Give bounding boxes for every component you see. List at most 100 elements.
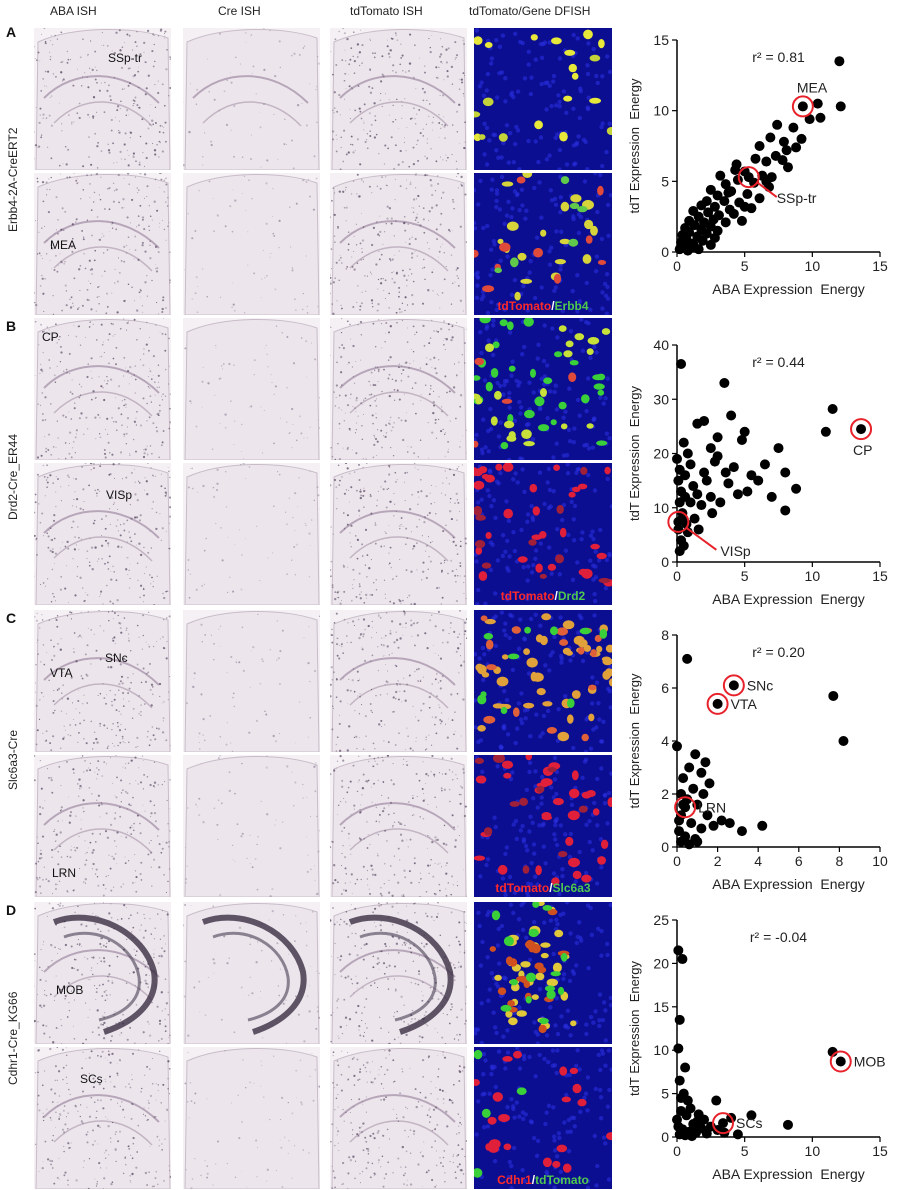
ish-image-c-tdt-bottom xyxy=(330,755,467,897)
highlight-ring xyxy=(667,510,690,533)
scatter-plot-d: 0 5 10 15 0 5 10 15 20 25 ABA Expression Energy tdT… xyxy=(625,910,900,1185)
data-point xyxy=(674,244,685,255)
x-axis-label: ABA Expression Energy xyxy=(712,281,865,297)
data-point xyxy=(707,508,718,519)
highlight-ring xyxy=(737,166,760,189)
ish-image-a-tdt-bottom xyxy=(330,173,467,315)
data-point xyxy=(676,836,687,847)
ish-image-d-tdt-bottom xyxy=(330,1047,467,1189)
data-point xyxy=(686,1131,697,1142)
data-point xyxy=(780,505,791,516)
data-point xyxy=(746,470,757,481)
ish-image-b-cre-bottom xyxy=(183,463,320,605)
ish-image-d-cre-bottom xyxy=(183,1047,320,1189)
data-point xyxy=(712,432,723,443)
data-point xyxy=(673,1043,684,1054)
data-point xyxy=(780,467,791,478)
y-tick-label: 30 xyxy=(653,391,669,407)
data-point xyxy=(684,839,695,850)
y-tick-label: 0 xyxy=(661,244,669,260)
x-axis-label: ABA Expression Energy xyxy=(712,1166,865,1182)
data-point xyxy=(674,815,685,826)
data-point xyxy=(835,101,846,112)
data-point xyxy=(672,741,682,752)
data-point xyxy=(674,1014,685,1025)
ish-image-d-aba-top xyxy=(34,902,171,1044)
x-axis-label: ABA Expression Energy xyxy=(712,876,865,892)
data-point xyxy=(796,133,807,144)
row-label-c: Slc6a3-Cre xyxy=(6,729,20,790)
data-point xyxy=(716,815,727,826)
y-tick-label: 10 xyxy=(653,103,669,119)
data-point xyxy=(838,736,849,746)
data-point xyxy=(690,749,701,760)
data-point xyxy=(761,156,772,167)
highlight-label: MEA xyxy=(797,79,828,95)
data-point xyxy=(693,244,704,255)
data-point xyxy=(742,486,753,497)
r-squared-annotation: r² = 0.20 xyxy=(752,644,805,660)
region-label-b-top: CP xyxy=(42,330,59,344)
highlight-label: MOB xyxy=(854,1053,886,1069)
column-header-cre-ish: Cre ISH xyxy=(218,4,261,18)
ish-image-a-aba-bottom xyxy=(34,173,171,315)
region-label-d-bottom: SCs xyxy=(80,1072,103,1086)
data-point xyxy=(820,426,831,437)
data-point xyxy=(754,141,765,151)
y-axis-label: tdT Expression Energy xyxy=(627,673,642,808)
ish-image-b-tdt-bottom xyxy=(330,463,467,605)
data-point xyxy=(766,491,777,502)
data-point xyxy=(778,136,789,147)
data-point xyxy=(732,1129,743,1140)
fish-caption-second: Drd2 xyxy=(557,589,586,603)
data-point xyxy=(689,513,700,524)
y-tick-label: 20 xyxy=(653,446,669,462)
y-tick-label: 15 xyxy=(653,32,669,48)
data-point xyxy=(711,1095,722,1106)
fish-caption-first: Cdhr1 xyxy=(497,1173,532,1187)
x-tick-label: 6 xyxy=(795,853,803,869)
fish-image-a-top xyxy=(474,28,612,170)
data-point xyxy=(754,193,765,204)
y-tick-label: 0 xyxy=(661,839,669,855)
data-point xyxy=(715,497,726,508)
ish-image-d-cre-top xyxy=(183,902,320,1044)
ish-image-b-tdt-top xyxy=(330,318,467,460)
fish-caption-sep: / xyxy=(551,299,555,313)
highlighted-point xyxy=(797,101,808,112)
ish-image-c-tdt-top xyxy=(330,610,467,752)
panel-letter-b: B xyxy=(6,318,17,334)
region-label-c-top-2: SNc xyxy=(105,651,128,665)
highlight-ring xyxy=(706,692,729,715)
x-tick-label: 5 xyxy=(741,258,749,274)
fish-caption-b: tdTomato/Drd2 xyxy=(474,589,612,603)
r-squared-annotation: r² = 0.81 xyxy=(752,49,805,65)
fish-caption-sep: / xyxy=(549,881,553,895)
fish-caption-second: Slc6a3 xyxy=(552,881,591,895)
data-point xyxy=(681,1110,692,1121)
scatter-svg: 0 5 10 15 0 5 10 15 ABA Expression Energy tdT Exp… xyxy=(627,32,888,297)
row-label-a: Erbb4-2A-CreERT2 xyxy=(6,127,20,232)
data-point xyxy=(781,145,792,156)
x-tick-label: 10 xyxy=(805,568,821,584)
fish-caption-d: Cdhr1/tdTomato xyxy=(474,1173,612,1187)
x-axis-label: ABA Expression Energy xyxy=(712,591,865,607)
y-tick-label: 0 xyxy=(661,1129,669,1145)
x-tick-label: 0 xyxy=(673,853,681,869)
data-point xyxy=(723,187,734,198)
data-point xyxy=(708,820,719,831)
fish-image-d-top xyxy=(474,902,612,1044)
x-tick-label: 4 xyxy=(754,853,762,869)
data-point xyxy=(672,1114,682,1125)
fish-caption-a: tdTomato/Erbb4 xyxy=(474,299,612,313)
ish-image-d-tdt-top xyxy=(330,902,467,1044)
data-point xyxy=(688,481,699,492)
data-point xyxy=(739,426,750,437)
column-header-dfish: tdTomato/Gene DFISH xyxy=(469,4,591,18)
ish-image-a-aba-top xyxy=(34,28,171,170)
data-point xyxy=(699,467,710,478)
x-tick-label: 8 xyxy=(836,853,844,869)
fish-caption-first: tdTomato xyxy=(495,881,550,895)
x-tick-label: 0 xyxy=(673,568,681,584)
data-point xyxy=(772,119,783,130)
